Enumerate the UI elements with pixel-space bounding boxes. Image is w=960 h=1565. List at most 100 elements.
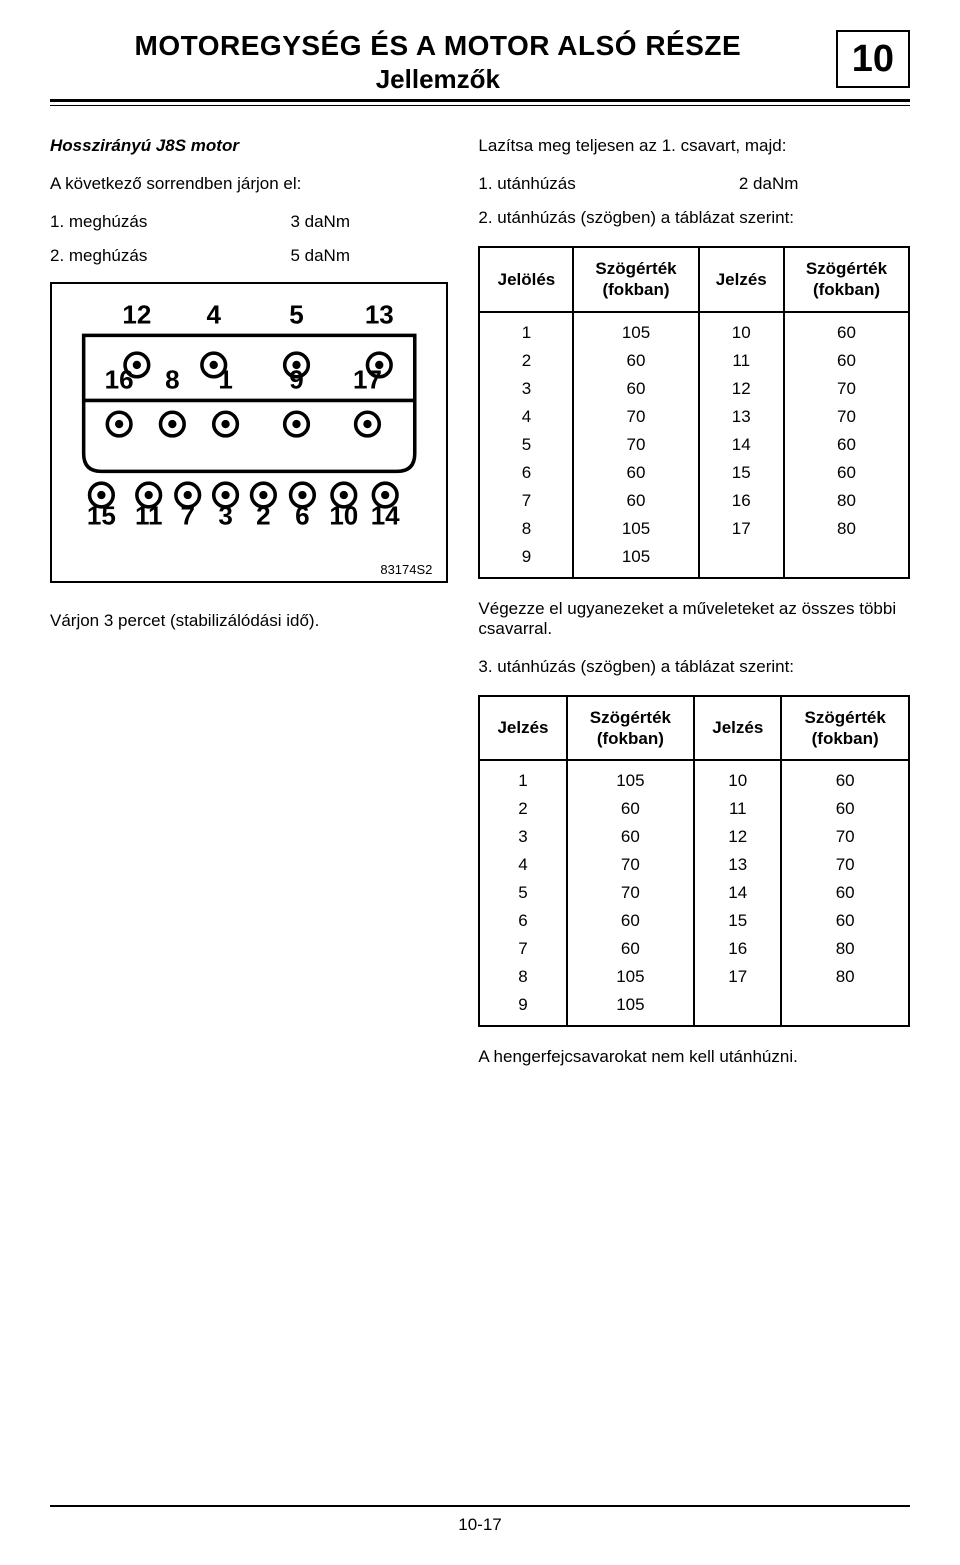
footer-rule xyxy=(50,1505,910,1507)
table-cell: 11 xyxy=(694,795,781,823)
header-rule-thick xyxy=(50,99,910,102)
table-cell: 70 xyxy=(784,403,909,431)
page-header: MOTOREGYSÉG ÉS A MOTOR ALSÓ RÉSZE Jellem… xyxy=(50,30,910,95)
table-row: 7601680 xyxy=(479,487,909,515)
table-header: Jelzés xyxy=(694,696,781,761)
table-cell: 105 xyxy=(573,515,698,543)
table-cell: 70 xyxy=(567,851,695,879)
right-column: Lazítsa meg teljesen az 1. csavart, majd… xyxy=(478,136,910,1085)
table-cell xyxy=(781,991,909,1026)
table-cell: 1 xyxy=(479,312,573,347)
table-cell: 16 xyxy=(699,487,784,515)
header-title-2: Jellemzők xyxy=(50,64,826,95)
table-cell: 12 xyxy=(699,375,784,403)
table-cell: 60 xyxy=(784,312,909,347)
table-cell: 14 xyxy=(694,879,781,907)
table-header: Szögérték(fokban) xyxy=(573,247,698,312)
tighten-step-1-label: 1. meghúzás xyxy=(50,212,147,232)
table-cell: 8 xyxy=(479,515,573,543)
repeat-text: Végezze el ugyanezeket a műveleteket az … xyxy=(478,599,910,639)
table-cell: 9 xyxy=(479,991,566,1026)
table-cell: 5 xyxy=(479,879,566,907)
table-row: 9105 xyxy=(479,543,909,578)
svg-text:13: 13 xyxy=(365,300,394,330)
table-row: 9105 xyxy=(479,991,909,1026)
table-cell: 60 xyxy=(573,375,698,403)
table-cell: 2 xyxy=(479,347,573,375)
tighten-step-2-label: 2. meghúzás xyxy=(50,246,147,266)
table-cell: 4 xyxy=(479,851,566,879)
table-header: Szögérték(fokban) xyxy=(781,696,909,761)
table-cell: 13 xyxy=(694,851,781,879)
table-cell: 60 xyxy=(784,347,909,375)
svg-text:5: 5 xyxy=(289,300,303,330)
final-note: A hengerfejcsavarokat nem kell utánhúzni… xyxy=(478,1047,910,1067)
table-cell: 15 xyxy=(699,459,784,487)
table-cell: 60 xyxy=(573,487,698,515)
table-cell: 8 xyxy=(479,963,566,991)
svg-text:6: 6 xyxy=(295,501,309,531)
svg-text:9: 9 xyxy=(289,365,303,395)
table-cell: 80 xyxy=(784,515,909,543)
table-cell: 4 xyxy=(479,403,573,431)
figure-caption: 83174S2 xyxy=(60,562,438,577)
table-cell: 60 xyxy=(781,879,909,907)
table-cell: 70 xyxy=(573,431,698,459)
table-cell: 70 xyxy=(567,879,695,907)
table-cell: 60 xyxy=(784,459,909,487)
left-column: Hosszirányú J8S motor A következő sorren… xyxy=(50,136,448,1085)
retighten-step-2-text: 2. utánhúzás (szögben) a táblázat szerin… xyxy=(478,208,910,228)
tighten-step-2: 2. meghúzás 5 daNm xyxy=(50,246,350,266)
svg-text:10: 10 xyxy=(329,501,358,531)
tighten-step-1: 1. meghúzás 3 daNm xyxy=(50,212,350,232)
table-cell: 105 xyxy=(567,760,695,795)
page-footer: 10-17 xyxy=(50,1505,910,1535)
svg-text:15: 15 xyxy=(87,501,116,531)
table-cell: 60 xyxy=(567,795,695,823)
table-cell: 6 xyxy=(479,907,566,935)
table-cell: 105 xyxy=(573,543,698,578)
table-header: Jelzés xyxy=(699,247,784,312)
table-cell: 60 xyxy=(573,459,698,487)
table-cell: 70 xyxy=(781,851,909,879)
table-cell: 70 xyxy=(781,823,909,851)
svg-text:8: 8 xyxy=(165,365,179,395)
retighten-step-1: 1. utánhúzás 2 daNm xyxy=(478,174,798,194)
table-cell: 80 xyxy=(784,487,909,515)
svg-text:17: 17 xyxy=(353,365,382,395)
table-cell: 70 xyxy=(784,375,909,403)
table-cell: 9 xyxy=(479,543,573,578)
table-cell: 17 xyxy=(694,963,781,991)
header-titles: MOTOREGYSÉG ÉS A MOTOR ALSÓ RÉSZE Jellem… xyxy=(50,30,826,95)
table-cell: 15 xyxy=(694,907,781,935)
table-row: 11051060 xyxy=(479,760,909,795)
table-row: 5701460 xyxy=(479,431,909,459)
table-row: 4701370 xyxy=(479,851,909,879)
table-header: Szögérték(fokban) xyxy=(567,696,695,761)
table-row: 3601270 xyxy=(479,823,909,851)
table-cell: 13 xyxy=(699,403,784,431)
table-cell: 5 xyxy=(479,431,573,459)
header-rule-thin xyxy=(50,105,910,106)
table-cell: 60 xyxy=(567,823,695,851)
tighten-step-2-value: 5 daNm xyxy=(290,246,350,266)
retighten-step-3-text: 3. utánhúzás (szögben) a táblázat szerin… xyxy=(478,657,910,677)
table-cell: 10 xyxy=(694,760,781,795)
table-row: 81051780 xyxy=(479,963,909,991)
table-row: 4701370 xyxy=(479,403,909,431)
table-cell: 17 xyxy=(699,515,784,543)
table-cell: 12 xyxy=(694,823,781,851)
svg-text:12: 12 xyxy=(122,300,151,330)
table-cell: 60 xyxy=(567,907,695,935)
table-header: Jelölés xyxy=(479,247,573,312)
svg-text:7: 7 xyxy=(180,501,194,531)
table-cell: 80 xyxy=(781,963,909,991)
table-cell xyxy=(784,543,909,578)
svg-text:4: 4 xyxy=(206,300,221,330)
motor-title: Hosszirányú J8S motor xyxy=(50,136,448,156)
table-row: 2601160 xyxy=(479,347,909,375)
table-cell: 70 xyxy=(573,403,698,431)
table-cell: 6 xyxy=(479,459,573,487)
table-cell: 60 xyxy=(781,795,909,823)
chapter-number-box: 10 xyxy=(836,30,910,88)
